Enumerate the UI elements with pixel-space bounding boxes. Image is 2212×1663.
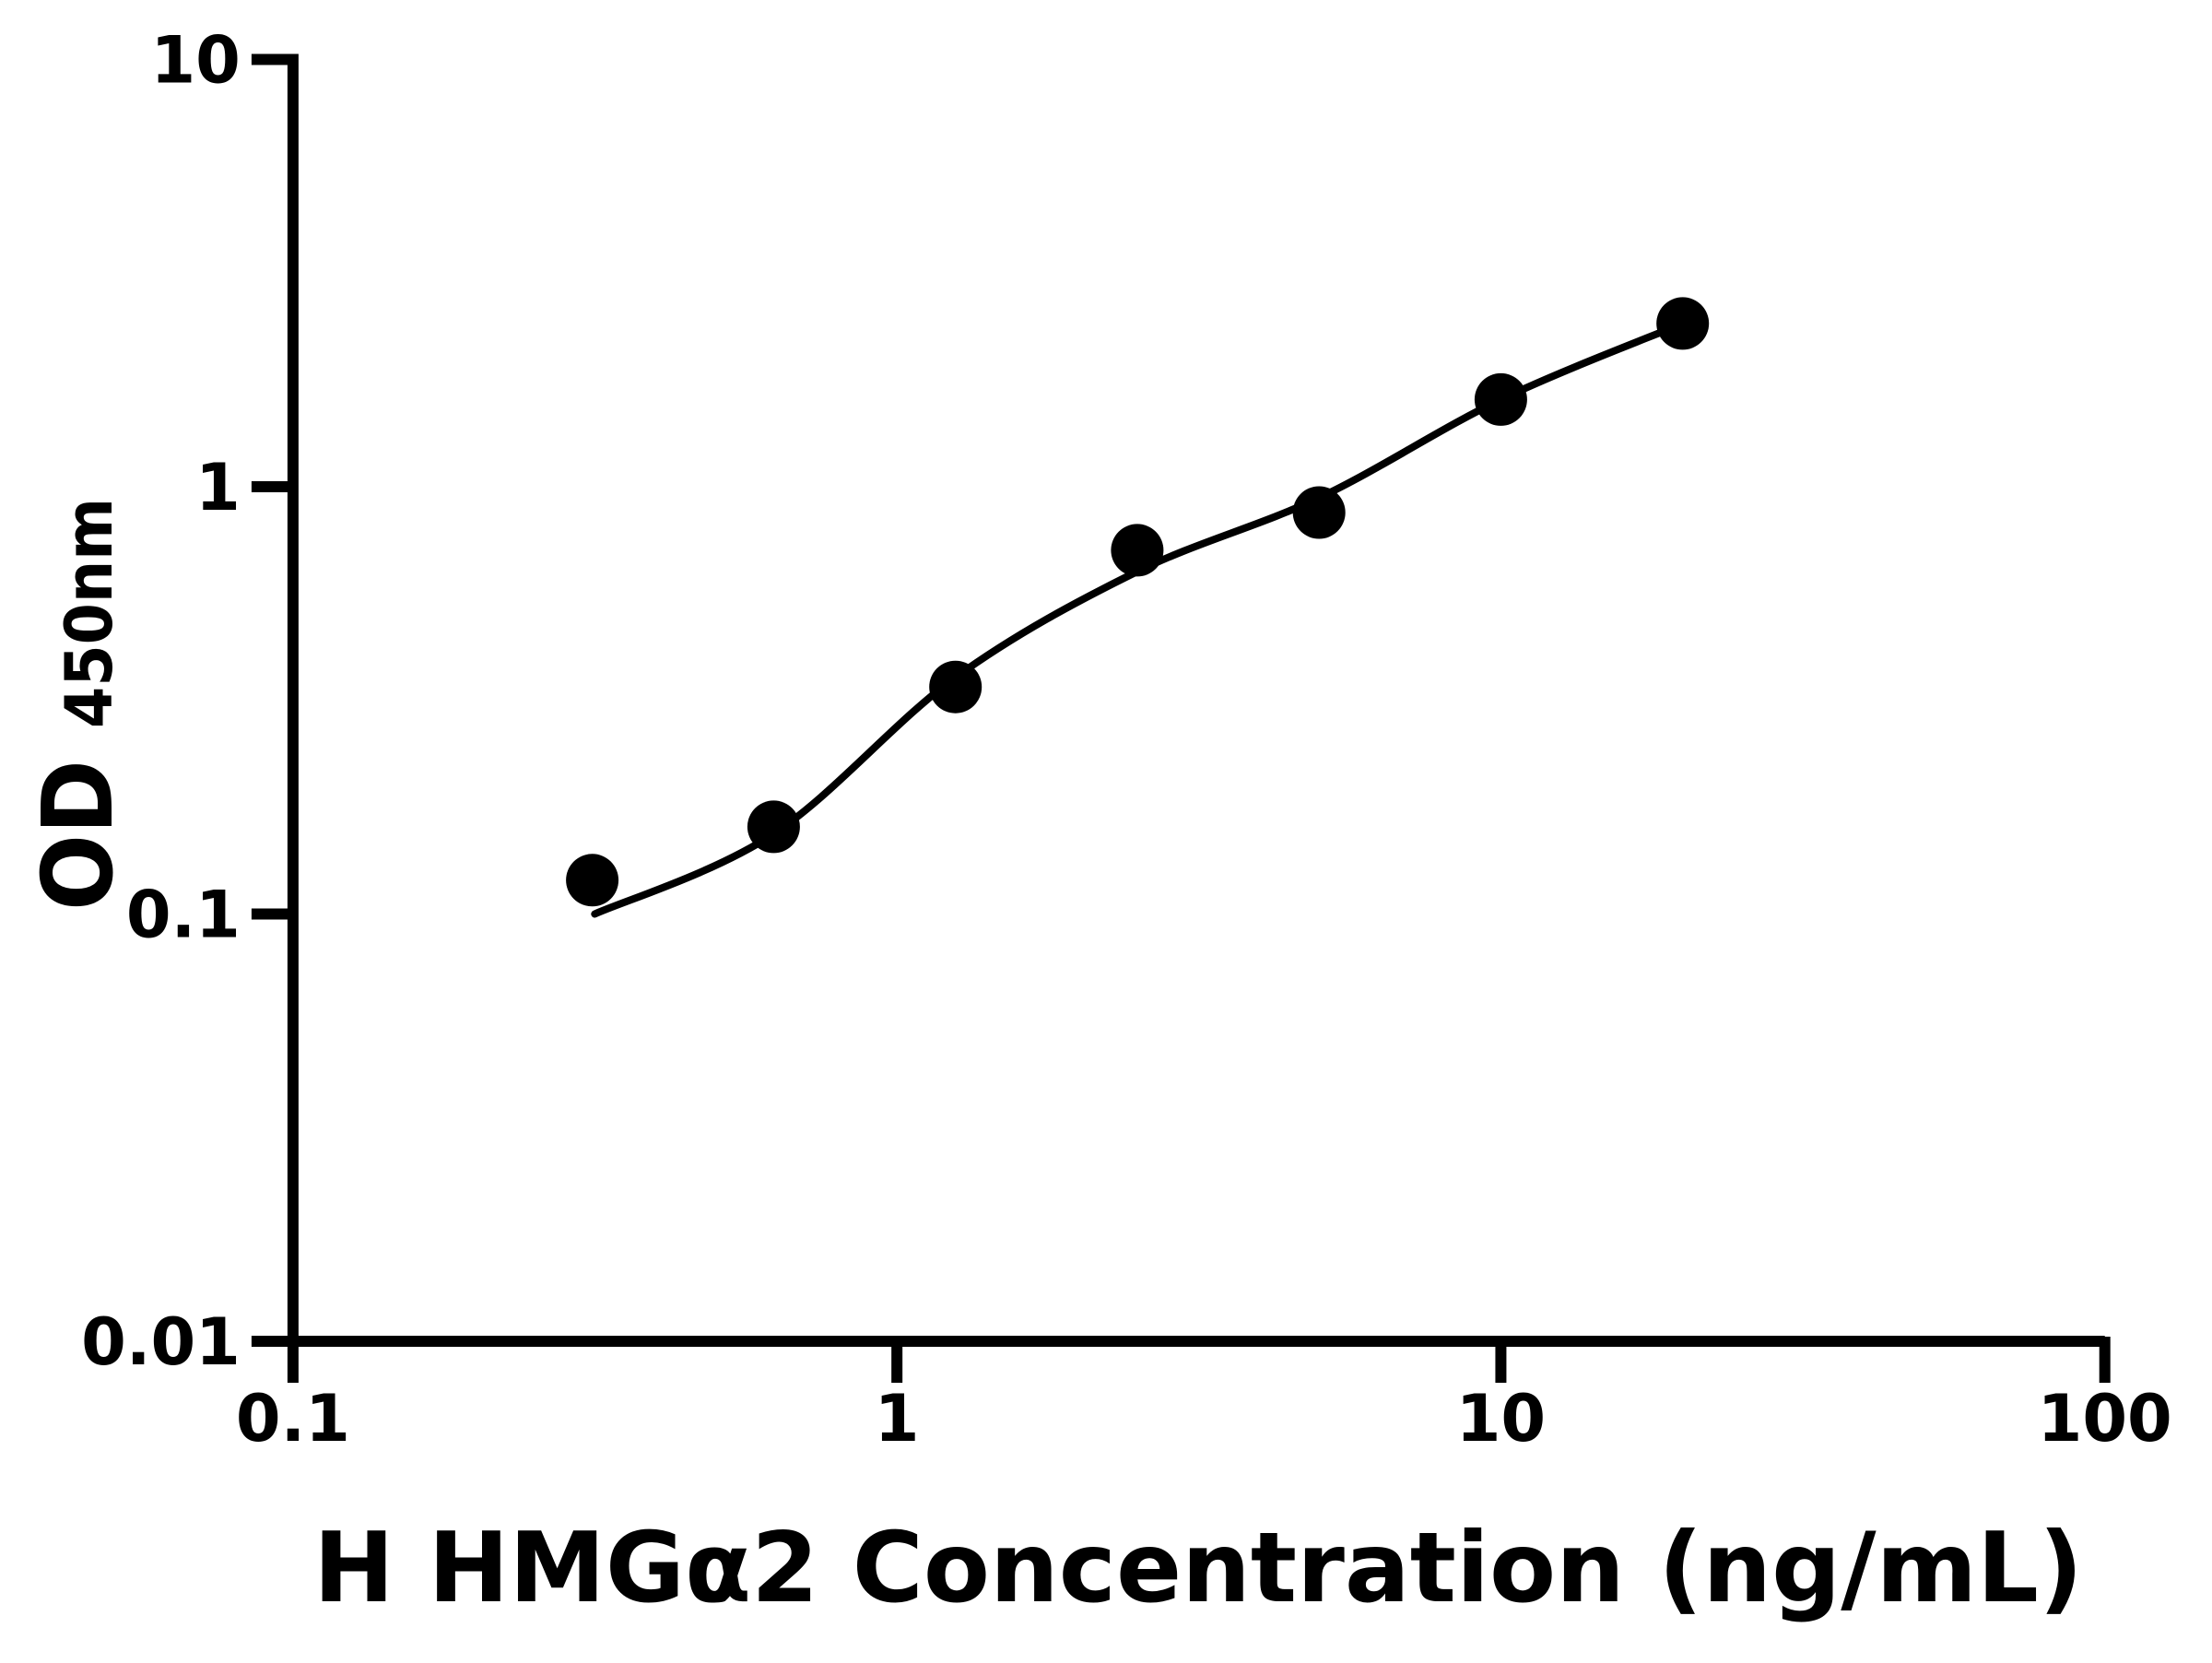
x-axis-title: H HMGα2 Concentration (ng/mL) <box>313 1512 2083 1624</box>
data-point <box>1656 297 1710 350</box>
x-tick-label: 1 <box>875 1381 920 1457</box>
axis-spines <box>287 53 2105 1347</box>
plot-layer <box>566 297 1710 918</box>
x-tick-label: 10 <box>1456 1381 1546 1457</box>
data-point <box>566 854 619 907</box>
y-axis-title-main: OD <box>22 760 135 911</box>
y-tick-label: 0.1 <box>126 878 241 953</box>
data-point <box>747 800 800 854</box>
y-axis-title: OD 450nm <box>22 498 135 911</box>
y-tick-label: 1 <box>195 450 241 525</box>
y-tick-label: 10 <box>150 23 240 99</box>
y-tick-label: 0.01 <box>81 1304 241 1380</box>
data-point <box>1292 486 1346 539</box>
data-point <box>929 660 982 714</box>
x-tick-label: 0.1 <box>236 1381 350 1457</box>
y-axis-title-sub: 450nm <box>52 498 127 728</box>
data-point <box>1474 372 1527 426</box>
data-point <box>1111 524 1164 577</box>
x-tick-label: 100 <box>2038 1381 2172 1457</box>
